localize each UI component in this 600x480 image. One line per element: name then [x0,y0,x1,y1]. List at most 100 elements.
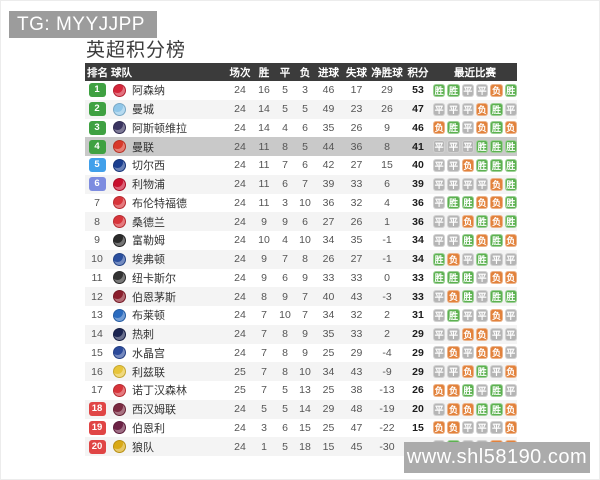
result-badge-loss: 负 [447,402,460,416]
tg-badge: TG: MYYJJPP [9,11,157,38]
stat-drawn: 4 [282,234,288,247]
result-badge-draw: 平 [475,271,489,285]
result-badge-draw: 平 [490,327,503,341]
stat-won: 7 [261,328,267,341]
rank-cell: 5 [85,158,109,173]
result-badge-loss: 负 [475,121,489,135]
stat-gf: 25 [322,384,335,397]
result-badge-win: 胜 [475,402,489,416]
stat-lost: 6 [302,215,308,228]
result-badge-draw: 平 [433,365,446,379]
rank-badge: 20 [88,439,106,454]
result-badge-win: 胜 [447,308,460,322]
stat-won: 10 [258,234,270,247]
stat-ga: 23 [350,103,363,116]
stat-lost: 5 [302,103,308,116]
stat-gd: -19 [379,403,395,416]
result-badge-loss: 负 [504,421,517,435]
rank-cell: 9 [85,234,109,246]
stat-lost: 9 [302,328,308,341]
stat-drawn: 4 [282,121,288,134]
result-badge-loss: 负 [504,121,517,135]
result-badge-loss: 负 [447,383,460,397]
result-badge-win: 胜 [475,158,489,172]
stat-gd: -13 [379,384,395,397]
stat-points: 29 [412,328,424,341]
result-badge-loss: 负 [504,402,517,416]
stat-points: 33 [412,271,424,284]
result-badge-win: 胜 [490,158,503,172]
team-name: 布伦特福德 [132,197,187,210]
result-badge-loss: 负 [447,346,460,360]
recent-results: 平平平平负胜 [433,177,517,191]
stat-won: 16 [258,84,270,97]
recent-results: 平胜胜负负胜 [433,196,517,210]
result-badge-draw: 平 [447,233,460,247]
team-name: 诺丁汉森林 [132,385,187,398]
table-row: 15 水晶宫 24 7 8 9 25 29 -4 29 平负平负负平 [85,343,517,363]
column-header: 净胜球 [371,66,403,79]
team-logo-icon [113,308,126,322]
result-badge-loss: 负 [504,271,517,285]
result-badge-draw: 平 [433,102,446,116]
result-badge-draw: 平 [433,196,446,210]
result-badge-draw: 平 [447,140,460,154]
stat-points: 34 [412,234,424,247]
column-header: 胜 [258,66,270,79]
result-badge-draw: 平 [447,215,460,229]
result-badge-loss: 负 [447,421,460,435]
stat-gd: -1 [382,234,392,247]
rank-badge: 19 [88,420,106,435]
stat-gd: 26 [381,103,393,116]
result-badge-loss: 负 [475,102,489,116]
result-badge-loss: 负 [475,327,489,341]
stat-lost: 10 [299,196,311,209]
result-badge-win: 胜 [504,158,517,172]
stat-ga: 33 [350,271,363,284]
stat-lost: 15 [299,421,311,434]
result-badge-loss: 负 [490,346,503,360]
stat-lost: 3 [302,84,308,97]
stat-played: 24 [234,196,246,209]
rank-number: 17 [91,384,103,397]
stat-points: 29 [412,346,424,359]
rank-cell: 10 [85,253,109,265]
result-badge-win: 胜 [475,252,489,266]
column-header: 最近比赛 [454,66,496,79]
stat-drawn: 6 [282,421,288,434]
stat-drawn: 5 [282,103,288,116]
result-badge-loss: 负 [490,83,503,97]
recent-results: 平负负胜胜负 [433,402,517,416]
rank-cell: 1 [85,83,109,98]
stat-gd: 15 [381,159,393,172]
team-logo-icon [113,140,126,154]
team-cell: 富勒姆 [109,232,227,248]
rank-number: 12 [91,290,103,303]
stat-won: 7 [261,346,267,359]
stat-gd: 6 [384,178,390,191]
stat-ga: 17 [350,84,363,97]
team-logo-icon [113,440,126,454]
table-row: 5 切尔西 24 11 7 6 42 27 15 40 平平负胜胜胜 [85,156,517,175]
stat-drawn: 10 [279,309,291,322]
result-badge-loss: 负 [504,233,517,247]
stat-gf: 34 [322,234,335,247]
team-name: 水晶宫 [132,347,165,360]
stat-gd: -4 [382,346,392,359]
result-badge-win: 胜 [461,383,474,397]
result-badge-draw: 平 [461,83,474,97]
stat-gf: 49 [322,103,335,116]
team-cell: 阿森纳 [109,82,227,98]
stat-gf: 29 [322,403,335,416]
stat-played: 24 [234,253,246,266]
stat-points: 40 [412,159,424,172]
stat-ga: 35 [350,234,363,247]
stat-points: 31 [412,309,424,322]
result-badge-loss: 负 [447,252,460,266]
result-badge-win: 胜 [461,271,474,285]
result-badge-loss: 负 [461,402,474,416]
result-badge-draw: 平 [433,233,446,247]
team-logo-icon [113,421,126,435]
stat-drawn: 6 [282,178,288,191]
